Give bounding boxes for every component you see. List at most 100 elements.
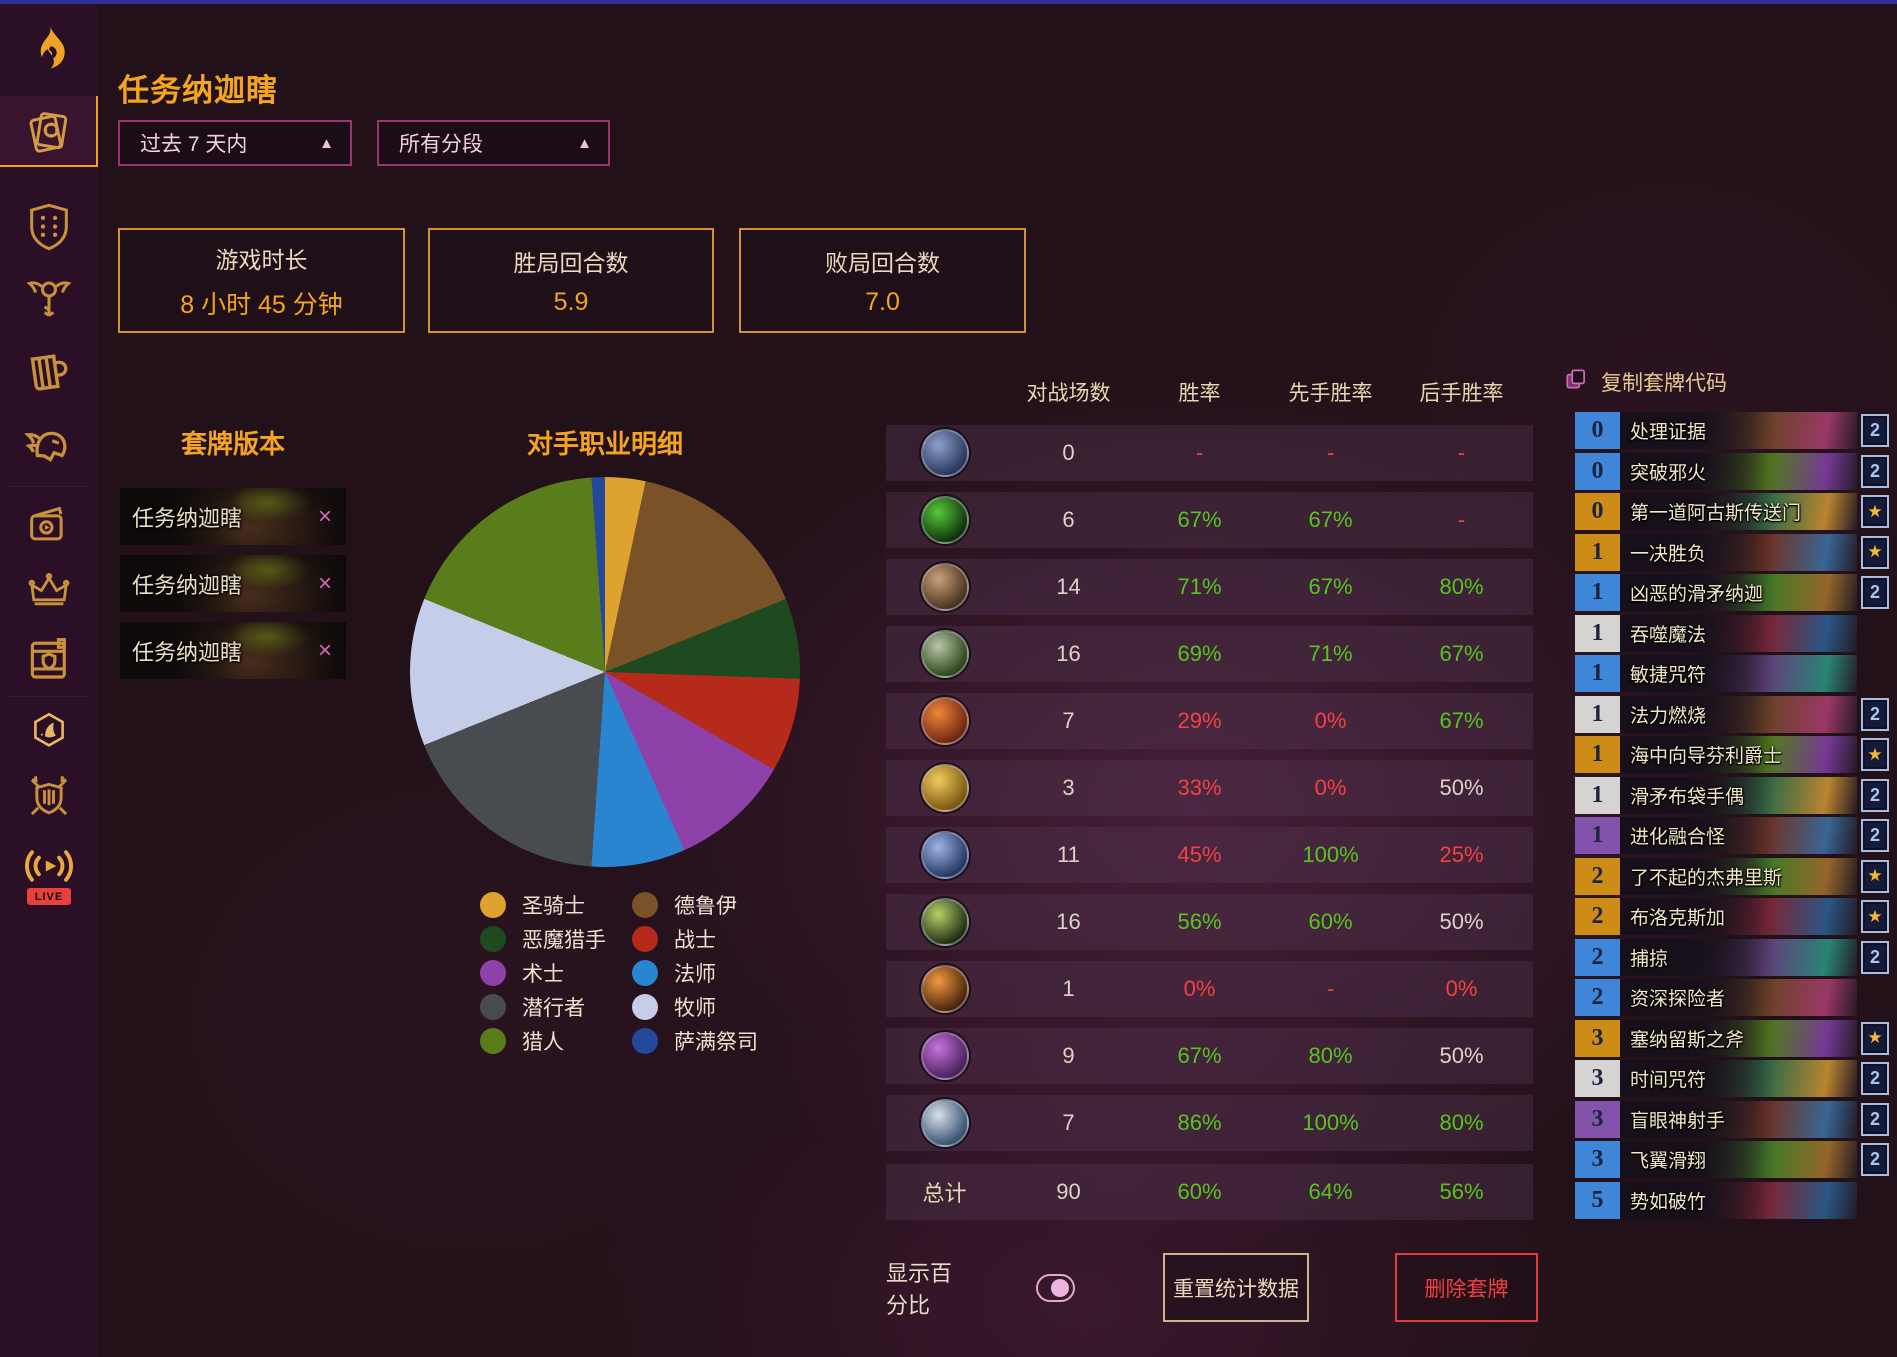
matchup-games: 3	[1062, 775, 1075, 800]
matchup-row-death-knight[interactable]: 0 - - -	[886, 425, 1533, 481]
card-cost: 3	[1575, 1060, 1620, 1097]
deck-card-row[interactable]: 5 势如破竹	[1575, 1181, 1895, 1219]
deck-version-row[interactable]: 任务纳迦瞎 ×	[120, 555, 346, 612]
deck-card-row[interactable]: 1 法力燃烧 2	[1575, 695, 1895, 733]
card-art: 势如破竹	[1620, 1181, 1857, 1219]
show-percent-toggle[interactable]	[1035, 1273, 1075, 1302]
chevron-up-icon: ▲	[577, 134, 592, 152]
card-count-badge: 2	[1861, 1102, 1889, 1136]
deck-card-row[interactable]: 1 一决胜负 ★	[1575, 533, 1895, 571]
sidebar-item-duels[interactable]	[0, 412, 98, 478]
deck-card-row[interactable]: 1 滑矛布袋手偶 2	[1575, 776, 1895, 814]
matchup-row-demon-hunter[interactable]: 6 67% 67% -	[886, 492, 1533, 548]
stat-label: 胜局回合数	[513, 250, 629, 276]
deck-version-row[interactable]: 任务纳迦瞎 ×	[120, 488, 346, 545]
sidebar-item-battlegrounds[interactable]	[0, 196, 98, 258]
sidebar-item-collection[interactable]	[0, 628, 98, 690]
legend-item: 萨满祭司	[632, 1024, 784, 1058]
death-knight-class-icon	[920, 429, 969, 477]
deck-card-row[interactable]: 0 处理证据 2	[1575, 412, 1895, 449]
deck-card-row[interactable]: 2 布洛克斯加 ★	[1575, 898, 1895, 935]
deck-card-row[interactable]: 2 了不起的杰弗里斯 ★	[1575, 857, 1895, 895]
card-art: 吞噬魔法	[1620, 614, 1857, 652]
matchup-row-rogue[interactable]: 16 56% 60% 50%	[886, 894, 1533, 950]
close-icon[interactable]: ×	[317, 569, 332, 597]
deck-card-row[interactable]: 1 敏捷咒符	[1575, 655, 1895, 692]
matchup-row-paladin[interactable]: 3 33% 0% 50%	[886, 760, 1533, 816]
card-cost: 1	[1575, 655, 1620, 692]
deck-card-row[interactable]: 2 资深探险者	[1575, 979, 1895, 1016]
matchup-games: 14	[1056, 574, 1081, 599]
crown-icon	[23, 567, 75, 615]
legend-label: 德鲁伊	[674, 895, 737, 918]
close-icon[interactable]: ×	[317, 502, 332, 530]
card-art: 飞翼滑翔	[1620, 1141, 1857, 1178]
legend-label: 战士	[674, 929, 716, 952]
card-art: 资深探险者	[1620, 979, 1857, 1016]
matchup-row-shaman[interactable]: 1 0% - 0%	[886, 961, 1533, 1017]
deck-card-row[interactable]: 2 捕掠 2	[1575, 938, 1895, 976]
matchup-coin-winrate: 50%	[1439, 1043, 1484, 1068]
matchup-winrate: 71%	[1177, 574, 1222, 599]
rank-filter-dropdown[interactable]: 所有分段 ▲	[377, 120, 610, 166]
card-cost: 1	[1575, 695, 1620, 733]
matchup-row-mage[interactable]: 7 29% 0% 67%	[886, 693, 1533, 749]
card-count-badge: ★	[1861, 859, 1889, 893]
card-art: 盲眼神射手	[1620, 1100, 1857, 1138]
deck-card-row[interactable]: 0 第一道阿古斯传送门 ★	[1575, 493, 1895, 530]
sidebar-item-replays[interactable]	[0, 496, 98, 554]
deck-card-row[interactable]: 3 塞纳留斯之斧 ★	[1575, 1019, 1895, 1057]
card-cost: 0	[1575, 493, 1620, 530]
card-cost: 3	[1575, 1141, 1620, 1178]
delete-deck-button[interactable]: 删除套牌	[1395, 1253, 1538, 1322]
deck-card-row[interactable]: 1 进化融合怪 2	[1575, 817, 1895, 854]
live-badge: LIVE	[27, 888, 71, 905]
deck-card-row[interactable]: 1 吞噬魔法	[1575, 614, 1895, 652]
sidebar-item-tavern-brawl[interactable]	[0, 341, 98, 403]
sidebar-item-arena[interactable]	[0, 268, 98, 330]
deck-card-row[interactable]: 3 盲眼神射手 2	[1575, 1100, 1895, 1138]
card-cost: 2	[1575, 938, 1620, 976]
card-name: 第一道阿古斯传送门	[1630, 503, 1802, 524]
deck-card-row[interactable]: 3 时间咒符 2	[1575, 1060, 1895, 1097]
card-count-badge: ★	[1861, 495, 1889, 528]
close-icon[interactable]: ×	[317, 636, 332, 664]
matchup-winrate: 29%	[1177, 708, 1222, 733]
card-name: 吞噬魔法	[1630, 624, 1707, 646]
deck-version-row[interactable]: 任务纳迦瞎 ×	[120, 622, 346, 679]
rogue-class-icon	[920, 898, 969, 946]
legend-label: 牧师	[674, 997, 716, 1020]
matchup-row-warrior[interactable]: 7 86% 100% 80%	[886, 1095, 1533, 1151]
card-art: 第一道阿古斯传送门	[1620, 493, 1857, 530]
card-cost: 1	[1575, 533, 1620, 571]
legend-label: 术士	[522, 963, 564, 986]
legend-label: 圣骑士	[522, 895, 585, 918]
deck-card-row[interactable]: 3 飞翼滑翔 2	[1575, 1141, 1895, 1178]
matchup-first-winrate: 0%	[1314, 708, 1347, 733]
time-filter-dropdown[interactable]: 过去 7 天内 ▲	[118, 120, 352, 166]
deck-card-row[interactable]: 1 海中向导芬利爵士 ★	[1575, 736, 1895, 773]
sidebar-item-profile[interactable]	[0, 706, 98, 760]
matchup-winrate: -	[1195, 440, 1204, 465]
copy-deck-code-button[interactable]: 复制套牌代码	[1563, 366, 1727, 397]
matchup-first-winrate: -	[1326, 976, 1335, 1001]
sidebar-item-battle[interactable]	[0, 766, 98, 828]
sidebar-item-premium[interactable]	[0, 564, 98, 618]
reset-stats-button[interactable]: 重置统计数据	[1162, 1253, 1310, 1322]
matchup-row-hunter[interactable]: 16 69% 71% 67%	[886, 626, 1533, 682]
deck-card-row[interactable]: 1 凶恶的滑矛纳迦 2	[1575, 574, 1895, 611]
deck-card-row[interactable]: 0 突破邪火 2	[1575, 452, 1895, 490]
sidebar-item-decks[interactable]	[0, 96, 98, 167]
legend-label: 潜行者	[522, 997, 585, 1020]
card-count-badge: 2	[1861, 1143, 1889, 1176]
total-games: 90	[1056, 1179, 1081, 1204]
matchup-row-priest[interactable]: 11 45% 100% 25%	[886, 827, 1533, 883]
matchup-row-druid[interactable]: 14 71% 67% 80%	[886, 559, 1533, 615]
priest-class-icon	[920, 831, 969, 879]
card-name: 海中向导芬利爵士	[1630, 746, 1783, 767]
legend-item: 恶魔猎手	[480, 922, 632, 956]
matchup-row-warlock[interactable]: 9 67% 80% 50%	[886, 1028, 1533, 1084]
card-art: 突破邪火	[1620, 452, 1857, 490]
sidebar-item-home[interactable]	[0, 14, 98, 86]
sidebar-item-live[interactable]	[0, 842, 98, 890]
